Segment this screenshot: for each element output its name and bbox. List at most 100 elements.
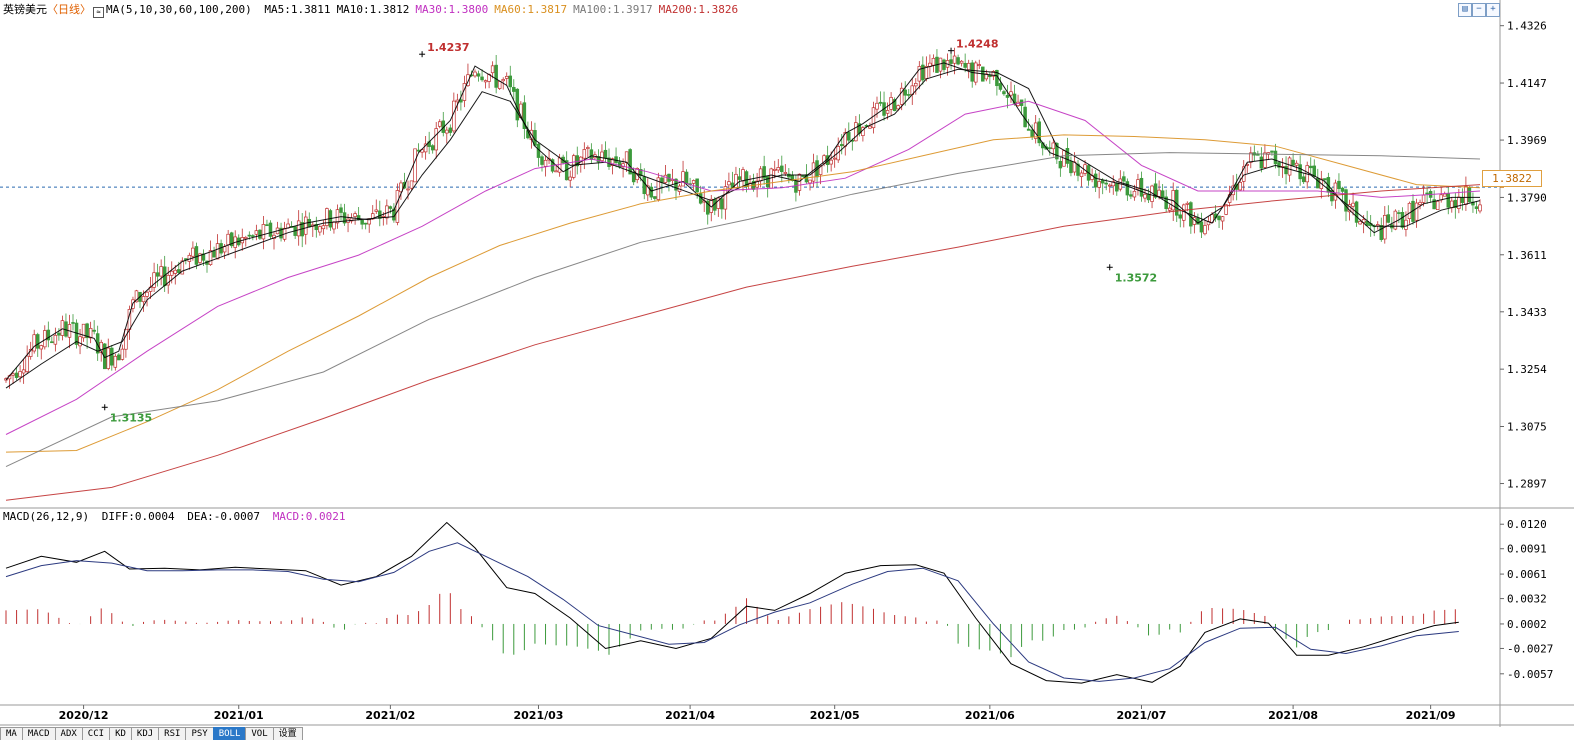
candle-body <box>198 253 202 263</box>
zoom-in-icon[interactable]: + <box>1486 3 1500 17</box>
candle <box>1298 155 1302 186</box>
candle-body <box>448 127 453 133</box>
candle-body <box>88 328 93 339</box>
candle <box>14 367 19 381</box>
candle <box>504 72 509 86</box>
candle-body <box>1294 162 1299 166</box>
candle-body <box>445 129 449 134</box>
candle <box>1009 81 1013 103</box>
candle <box>152 262 156 293</box>
candle-body <box>921 64 925 81</box>
candle <box>437 119 442 129</box>
candle <box>57 328 61 341</box>
candle <box>988 71 992 84</box>
candle <box>1301 172 1306 185</box>
candle <box>1136 173 1140 196</box>
candle-body <box>177 269 181 273</box>
candle-body <box>353 213 357 217</box>
indicator-icon[interactable]: ≈ <box>93 7 104 18</box>
candle-body <box>1196 217 1200 225</box>
tab-kdj[interactable]: KDJ <box>130 727 160 740</box>
candle-body <box>32 334 36 352</box>
candle <box>921 56 925 85</box>
candle <box>1107 183 1112 193</box>
candle <box>434 122 438 159</box>
candle-body <box>797 173 802 191</box>
candle <box>829 151 833 172</box>
tab-ma[interactable]: MA <box>0 727 23 740</box>
candle <box>589 143 594 164</box>
candle <box>1351 192 1355 216</box>
candle <box>1365 210 1369 226</box>
candle-body <box>1301 176 1306 183</box>
tab-rsi[interactable]: RSI <box>158 727 187 740</box>
zoom-out-icon[interactable]: − <box>1472 3 1486 17</box>
candle-body <box>1199 221 1204 233</box>
candle-body <box>99 341 103 353</box>
candle-body <box>1157 189 1161 197</box>
tab-vol[interactable]: VOL <box>245 727 274 740</box>
candle-body <box>1312 165 1317 177</box>
candle <box>258 229 262 240</box>
candle-body <box>847 132 851 141</box>
macd-axis: 0.0120 0.0091 0.0061 0.0032 0.0002 -0.0027 -0.… <box>1500 518 1553 681</box>
candle-body <box>60 320 65 336</box>
candle-body <box>117 354 121 361</box>
candle-body <box>660 177 664 183</box>
candle <box>847 122 851 143</box>
candle <box>1026 118 1031 131</box>
tab-kd[interactable]: KD <box>109 727 132 740</box>
tab-psy[interactable]: PSY <box>185 727 214 740</box>
candle <box>882 91 886 121</box>
candle-body <box>258 229 262 239</box>
candle-body <box>194 246 199 265</box>
candle-body <box>543 159 548 167</box>
candle <box>928 54 932 77</box>
tab-boll[interactable]: BOLL <box>212 727 247 740</box>
candle <box>1442 191 1447 197</box>
candle <box>229 231 234 249</box>
candle-body <box>568 176 572 181</box>
tab-settings[interactable]: 设置 <box>272 727 303 740</box>
candle <box>50 336 54 344</box>
candle <box>1097 172 1101 199</box>
candle <box>261 215 266 250</box>
candle <box>1100 178 1105 195</box>
candle-body <box>765 176 770 188</box>
candle <box>71 314 75 331</box>
candle <box>1270 150 1274 156</box>
candle <box>476 70 481 82</box>
annotation-label: 1.3572 <box>1115 271 1157 284</box>
candle <box>564 151 569 181</box>
candle <box>268 220 273 240</box>
candle <box>39 344 44 360</box>
candle-body <box>395 190 400 223</box>
candle-body <box>388 206 393 209</box>
candle-body <box>885 110 890 114</box>
candle-body <box>1344 189 1348 212</box>
panel-menu-icon[interactable]: ▤ <box>1458 3 1472 17</box>
candle <box>194 242 199 270</box>
candle-body <box>515 88 520 121</box>
candle <box>1150 184 1154 209</box>
candle <box>328 208 333 231</box>
candle-body <box>854 122 858 142</box>
tab-macd[interactable]: MACD <box>21 727 56 740</box>
candle-body <box>1425 192 1429 195</box>
candle-body <box>610 158 615 166</box>
candle-body <box>490 65 495 74</box>
candle <box>642 168 647 200</box>
candle-body <box>642 176 647 195</box>
candle <box>628 148 632 175</box>
tab-cci[interactable]: CCI <box>81 727 111 740</box>
candle-body <box>173 269 178 274</box>
ma-line-ma10 <box>5 68 1481 389</box>
candle-body <box>1308 165 1313 169</box>
candle <box>300 213 304 248</box>
ma-params-text: MA(5,10,30,60,100,200) <box>106 3 252 16</box>
macd-line-diff <box>5 521 1459 684</box>
candle <box>102 343 107 370</box>
candle-body <box>1442 193 1447 197</box>
tab-adx[interactable]: ADX <box>54 727 83 740</box>
candle-body <box>483 80 488 83</box>
